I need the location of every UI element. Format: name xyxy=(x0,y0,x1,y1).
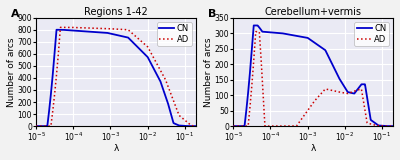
AD xyxy=(231,125,236,127)
AD xyxy=(324,88,329,90)
AD xyxy=(328,89,333,91)
CN xyxy=(231,125,236,127)
CN xyxy=(241,125,246,127)
AD xyxy=(34,125,38,127)
CN xyxy=(136,47,140,48)
CN xyxy=(172,122,176,124)
AD xyxy=(253,31,258,33)
AD xyxy=(127,30,132,32)
Legend: CN, AD: CN, AD xyxy=(157,22,192,46)
AD xyxy=(136,37,140,39)
AD xyxy=(369,123,374,125)
Text: A: A xyxy=(10,9,19,19)
Line: AD: AD xyxy=(233,32,393,126)
Line: CN: CN xyxy=(233,25,393,126)
AD xyxy=(352,90,357,92)
Line: CN: CN xyxy=(36,30,196,126)
CN xyxy=(324,51,329,53)
CN xyxy=(127,38,132,40)
CN xyxy=(333,70,338,72)
AD xyxy=(391,125,396,127)
CN xyxy=(328,60,333,62)
CN xyxy=(44,125,48,127)
Title: Regions 1-42: Regions 1-42 xyxy=(84,7,148,17)
AD xyxy=(155,64,160,66)
X-axis label: λ: λ xyxy=(310,144,316,153)
CN xyxy=(54,29,59,31)
AD xyxy=(131,33,136,35)
AD xyxy=(333,90,338,92)
AD xyxy=(44,125,48,127)
AD xyxy=(241,125,246,127)
CN xyxy=(34,125,38,127)
AD xyxy=(194,125,198,127)
CN xyxy=(369,119,374,121)
CN xyxy=(352,92,357,94)
AD xyxy=(172,101,176,103)
CN xyxy=(391,125,396,127)
Title: Cerebellum+vermis: Cerebellum+vermis xyxy=(265,7,362,17)
CN xyxy=(155,75,160,77)
Y-axis label: Number of arcs: Number of arcs xyxy=(7,37,16,107)
Text: B: B xyxy=(208,9,216,19)
AD xyxy=(58,26,63,28)
CN xyxy=(251,24,256,26)
CN xyxy=(131,42,136,44)
Y-axis label: Number of arcs: Number of arcs xyxy=(204,37,213,107)
X-axis label: λ: λ xyxy=(113,144,119,153)
Line: AD: AD xyxy=(36,27,196,126)
Legend: CN, AD: CN, AD xyxy=(354,22,389,46)
CN xyxy=(194,125,198,127)
